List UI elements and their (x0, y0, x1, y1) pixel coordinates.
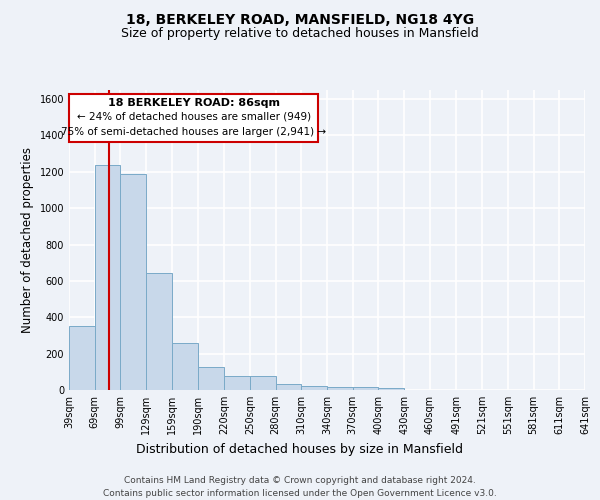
Text: 18 BERKELEY ROAD: 86sqm: 18 BERKELEY ROAD: 86sqm (108, 98, 280, 108)
Bar (301, 386, 327, 390)
Text: Distribution of detached houses by size in Mansfield: Distribution of detached houses by size … (137, 442, 464, 456)
Bar (224, 376, 250, 390)
Bar (121, 174, 146, 390)
Y-axis label: Number of detached properties: Number of detached properties (21, 147, 34, 333)
Text: Contains public sector information licensed under the Open Government Licence v3: Contains public sector information licen… (103, 489, 497, 498)
Text: 75% of semi-detached houses are larger (2,941) →: 75% of semi-detached houses are larger (… (61, 128, 326, 138)
Bar (327, 388, 353, 390)
Bar (69, 94, 319, 142)
Bar (379, 388, 404, 390)
Bar (275, 384, 301, 390)
Text: 18, BERKELEY ROAD, MANSFIELD, NG18 4YG: 18, BERKELEY ROAD, MANSFIELD, NG18 4YG (126, 12, 474, 26)
Text: Size of property relative to detached houses in Mansfield: Size of property relative to detached ho… (121, 28, 479, 40)
Text: Contains HM Land Registry data © Crown copyright and database right 2024.: Contains HM Land Registry data © Crown c… (124, 476, 476, 485)
Text: ← 24% of detached houses are smaller (949): ← 24% of detached houses are smaller (94… (77, 112, 311, 122)
Bar (172, 342, 199, 390)
Bar (353, 388, 379, 390)
Bar (146, 272, 172, 390)
Bar (250, 376, 275, 390)
Bar (199, 368, 224, 390)
Bar (69, 326, 95, 390)
Bar (95, 166, 121, 390)
